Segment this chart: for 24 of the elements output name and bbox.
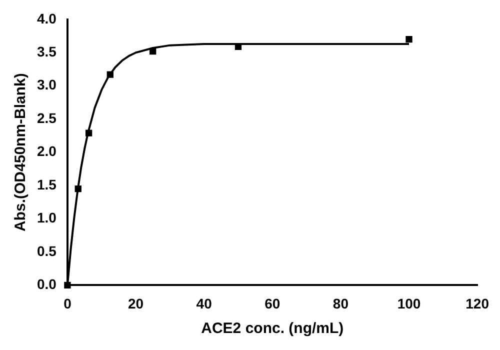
y-axis-title: Abs.(OD450nm-Blank) [12,73,30,232]
x-tick-label: 0 [64,295,72,312]
point [106,71,114,78]
x-tick-label: 60 [264,295,280,312]
y-tick-label: 3.0 [36,76,57,93]
point [85,130,92,136]
x-tick-label: 20 [128,295,144,312]
y-tick-label: 2.5 [36,110,57,126]
y-tick-label: 0.0 [36,276,57,292]
y-tick-label: 2.0 [36,143,57,160]
point [150,48,156,55]
x-tick-label: 80 [332,295,349,312]
point [64,282,71,289]
x-tick-label: 100 [397,295,421,312]
y-tick-label: 4.0 [36,10,57,26]
x-axis-title: ACE2 conc. (ng/mL) [201,320,344,338]
y-tick-label: 1.5 [36,176,57,192]
x-tick-label: 40 [196,295,212,312]
y-tick-label: 3.5 [36,43,57,60]
point [406,36,412,43]
y-tick-label: 1.0 [36,210,57,226]
y-tick-label: 0.5 [36,242,57,259]
point [74,186,82,192]
x-tick-label: 120 [466,295,490,312]
